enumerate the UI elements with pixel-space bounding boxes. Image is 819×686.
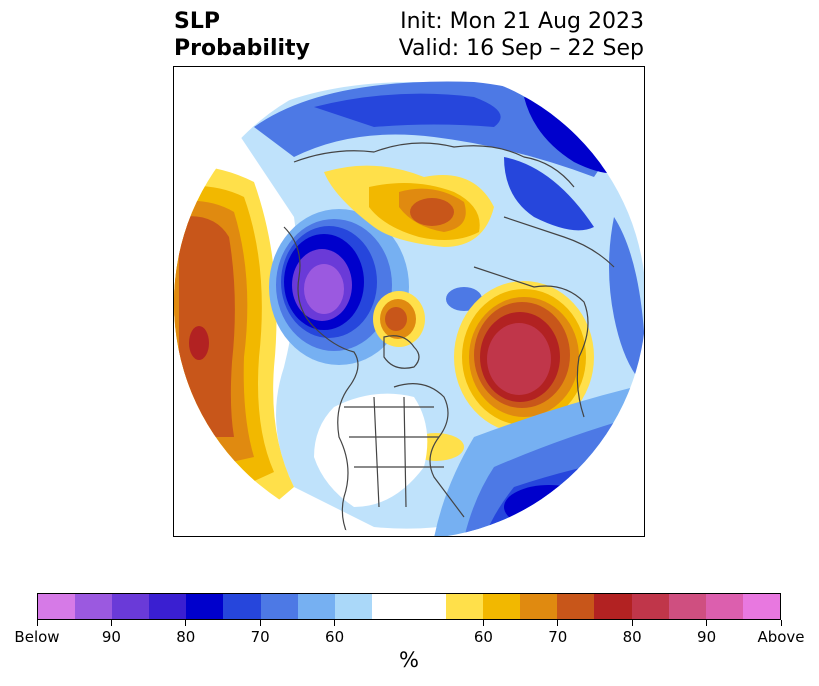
colorbar-segment	[742, 594, 780, 619]
colorbar-tick	[557, 620, 559, 626]
init-date: Init: Mon 21 Aug 2023	[400, 9, 644, 34]
colorbar-tick-label: 90	[697, 628, 717, 646]
valid-range: Valid: 16 Sep – 22 Sep	[398, 36, 644, 61]
colorbar-segment	[557, 594, 595, 619]
colorbar-segment	[112, 594, 150, 619]
colorbar-tick	[259, 620, 261, 626]
colorbar-tick-label: 70	[548, 628, 568, 646]
colorbar-tick	[482, 620, 484, 626]
colorbar-segment	[520, 594, 558, 619]
colorbar-tick-label: 90	[101, 628, 121, 646]
colorbar-tick-label: 80	[622, 628, 642, 646]
colorbar-segment	[483, 594, 521, 619]
colorbar-segment	[668, 594, 706, 619]
colorbar-segment	[149, 594, 187, 619]
colorbar-tick	[706, 620, 708, 626]
colorbar-tick-label: Above	[757, 628, 805, 646]
probability-map	[173, 66, 645, 537]
colorbar-tick-label: 60	[473, 628, 493, 646]
colorbar-tick	[110, 620, 112, 626]
colorbar-segment	[594, 594, 632, 619]
colorbar-segment	[408, 594, 447, 619]
colorbar-segment	[705, 594, 743, 619]
colorbar-tick-label: 70	[250, 628, 270, 646]
colorbar-segment	[631, 594, 669, 619]
map-title: SLP Probability	[174, 8, 310, 62]
colorbar-segment	[297, 594, 335, 619]
title-line-1: SLP	[174, 9, 220, 34]
colorbar-segment	[371, 594, 409, 619]
colorbar	[37, 593, 781, 620]
colorbar-tick-label: 60	[325, 628, 345, 646]
colorbar-tick-label: Below	[14, 628, 60, 646]
title-line-2: Probability	[174, 36, 310, 61]
date-info: Init: Mon 21 Aug 2023 Valid: 16 Sep – 22…	[399, 8, 644, 62]
polar-map-svg	[174, 67, 644, 536]
colorbar-tick	[780, 620, 782, 626]
colorbar-tick	[334, 620, 336, 626]
colorbar-tick	[185, 620, 187, 626]
colorbar-segment	[446, 594, 484, 619]
colorbar-segment	[223, 594, 261, 619]
colorbar-segment	[38, 594, 76, 619]
colorbar-unit: %	[399, 648, 419, 672]
colorbar-segment	[186, 594, 224, 619]
colorbar-segment	[260, 594, 298, 619]
colorbar-tick	[631, 620, 633, 626]
colorbar-tick-label: 80	[176, 628, 196, 646]
colorbar-segment	[334, 594, 372, 619]
colorbar-segment	[75, 594, 113, 619]
colorbar-tick	[36, 620, 38, 626]
